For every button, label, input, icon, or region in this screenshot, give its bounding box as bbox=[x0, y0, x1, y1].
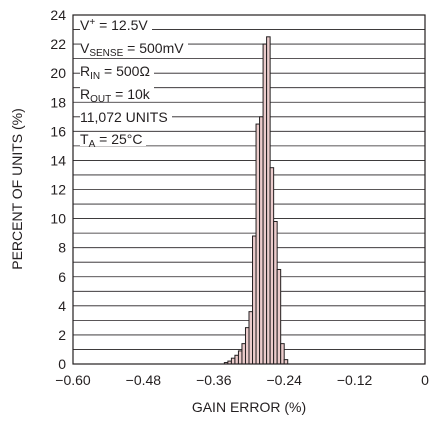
y-tick-label: 16 bbox=[50, 123, 66, 139]
condition-sense-voltage: VSENSE = 500mV bbox=[80, 41, 188, 59]
y-tick-label: 6 bbox=[58, 269, 66, 285]
histogram-bar bbox=[262, 43, 268, 365]
x-axis-label: GAIN ERROR (%) bbox=[192, 399, 306, 415]
y-tick-label: 12 bbox=[50, 182, 66, 198]
histogram-bar bbox=[244, 327, 250, 365]
histogram-bar bbox=[241, 343, 246, 365]
x-tick-label: −0.12 bbox=[337, 372, 373, 388]
y-tick-label: 14 bbox=[50, 152, 66, 168]
histogram-bar bbox=[283, 359, 289, 365]
grid-lines bbox=[73, 29, 425, 350]
x-tick-label: −0.24 bbox=[266, 372, 302, 388]
y-axis-label: PERCENT OF UNITS (%) bbox=[9, 108, 25, 270]
histogram-bar bbox=[230, 357, 236, 365]
histogram-bar bbox=[280, 343, 285, 365]
y-tick-label: 8 bbox=[58, 240, 66, 256]
condition-input-resistance: RIN = 500Ω bbox=[80, 64, 154, 82]
x-tick-label: −0.60 bbox=[55, 372, 91, 388]
y-tick-label: 2 bbox=[58, 327, 66, 343]
y-tick-label: 24 bbox=[50, 7, 66, 23]
y-tick-label: 20 bbox=[50, 65, 66, 81]
x-tick-label: 0 bbox=[421, 372, 429, 388]
histogram-bar bbox=[269, 167, 275, 365]
histogram-bars bbox=[223, 36, 289, 365]
y-tick-label: 0 bbox=[58, 356, 66, 372]
y-tick-label: 22 bbox=[50, 36, 66, 52]
histogram-bar bbox=[252, 235, 257, 365]
histogram-bar bbox=[248, 311, 254, 365]
histogram-bar bbox=[273, 220, 278, 365]
histogram-bar bbox=[276, 268, 282, 365]
histogram-bar bbox=[266, 36, 271, 365]
condition-unit-count: 11,072 UNITS bbox=[80, 110, 172, 124]
histogram-bar bbox=[234, 354, 239, 365]
y-tick-label: 10 bbox=[50, 211, 66, 227]
condition-supply-voltage: V+ = 12.5V bbox=[80, 18, 152, 32]
condition-output-resistance: ROUT = 10k bbox=[80, 87, 154, 105]
histogram-bar bbox=[259, 116, 264, 365]
plot-frame bbox=[72, 14, 426, 365]
y-tick-label: 18 bbox=[50, 94, 66, 110]
x-tick-label: −0.36 bbox=[196, 372, 232, 388]
x-tick-labels: −0.60 −0.48 −0.36 −0.24 −0.12 0 bbox=[55, 372, 429, 388]
condition-temperature: TA = 25°C bbox=[80, 132, 147, 150]
histogram-bar bbox=[255, 123, 261, 365]
x-tick-label: −0.48 bbox=[126, 372, 162, 388]
y-tick-label: 4 bbox=[58, 298, 66, 314]
histogram-bar bbox=[237, 350, 243, 365]
